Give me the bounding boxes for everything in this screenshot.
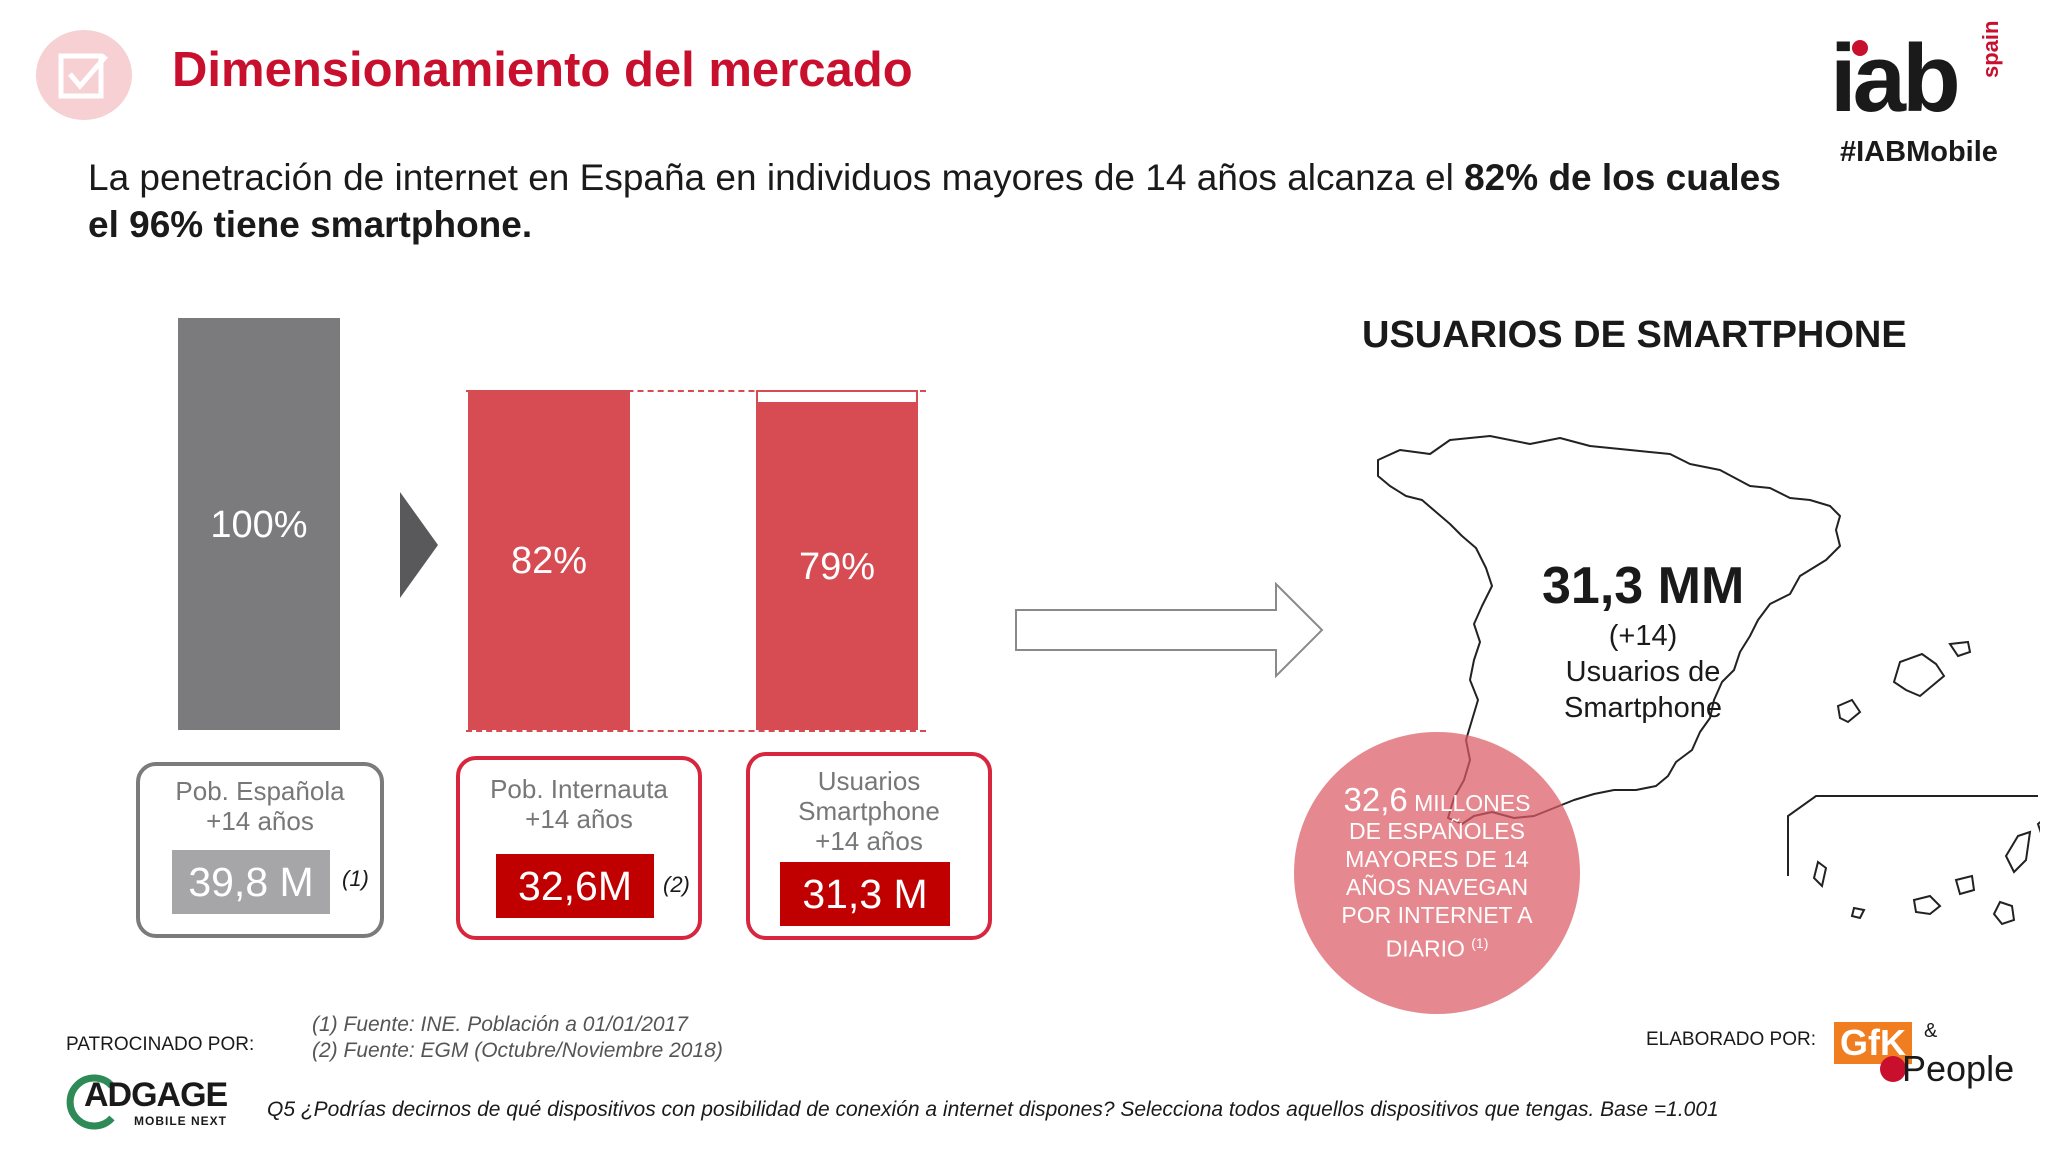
daily-users-circle xyxy=(1294,732,1580,1014)
box-caption: Usuarios xyxy=(817,766,921,796)
source-1: (1) Fuente: INE. Población a 01/01/2017 xyxy=(312,1013,688,1036)
sponsor-label: PATROCINADO POR: xyxy=(66,1034,255,1055)
box-note: (1) xyxy=(342,866,369,891)
box-value: 31,3 M xyxy=(780,862,950,926)
box-caption: Pob. Internauta xyxy=(490,774,668,804)
source-2: (2) Fuente: EGM (Octubre/Noviembre 2018) xyxy=(312,1039,723,1062)
page-subtitle: La penetración de internet en España en … xyxy=(88,157,1781,245)
bar-3-label: 79% xyxy=(798,546,876,589)
box-value: 39,8 M xyxy=(172,850,330,914)
box-pob-internauta: Pob. Internauta +14 años 32,6M (2) xyxy=(456,756,702,940)
box-caption: Smartphone xyxy=(798,796,940,826)
iab-logo: iab spain xyxy=(1830,20,2003,132)
box-caption: +14 años xyxy=(525,804,633,834)
box-usuarios-smartphone: Usuarios Smartphone +14 años 31,3 M xyxy=(746,752,992,940)
hashtag: #IABMobile xyxy=(1840,136,1998,168)
box-note: (2) xyxy=(663,872,690,897)
sources: (1) Fuente: INE. Población a 01/01/2017 … xyxy=(312,1012,723,1064)
smartphone-users-value: 31,3 MM xyxy=(1542,557,1745,615)
box-pob-espanola: Pob. Española +14 años 39,8 M (1) xyxy=(136,762,384,938)
people-dot xyxy=(1880,1056,1906,1082)
bottom-guide-line xyxy=(466,730,926,732)
bar-1-label: 100% xyxy=(210,504,308,546)
bar-1: 100% xyxy=(178,318,340,730)
gfk-people-logo: GfK & People xyxy=(1832,1018,2014,1098)
survey-question: Q5 ¿Podrías decirnos de qué dispositivos… xyxy=(267,1098,1719,1121)
box-value: 32,6M xyxy=(496,854,654,918)
bar-3: 79% xyxy=(756,402,918,730)
elaborated-label: ELABORADO POR: xyxy=(1646,1029,1816,1050)
box-caption: +14 años xyxy=(815,826,923,856)
page-title: Dimensionamiento del mercado xyxy=(172,43,913,97)
smartphone-users-caption: (+14) Usuarios de Smartphone xyxy=(1564,620,1722,724)
arrow-right-icon xyxy=(400,492,438,598)
bar-2-label: 82% xyxy=(510,540,588,582)
bar-2: 82% xyxy=(468,390,630,730)
daily-users-text: 32,6 MILLONES DE ESPAÑOLES MAYORES DE 14… xyxy=(1341,781,1533,962)
box-caption: Pob. Española xyxy=(175,776,345,806)
top-guide-line xyxy=(466,390,926,392)
outline-arrow-icon xyxy=(1015,582,1324,678)
box-caption: +14 años xyxy=(206,806,314,836)
checklist-icon xyxy=(36,30,132,120)
adgage-logo: ADGAGE MOBILE NEXT xyxy=(66,1070,246,1134)
iab-dot xyxy=(1852,40,1868,56)
market-chart: 100% 82% 79% xyxy=(0,0,1100,1000)
spain-map xyxy=(1377,435,2040,926)
map-title: USUARIOS DE SMARTPHONE xyxy=(1362,314,1907,356)
